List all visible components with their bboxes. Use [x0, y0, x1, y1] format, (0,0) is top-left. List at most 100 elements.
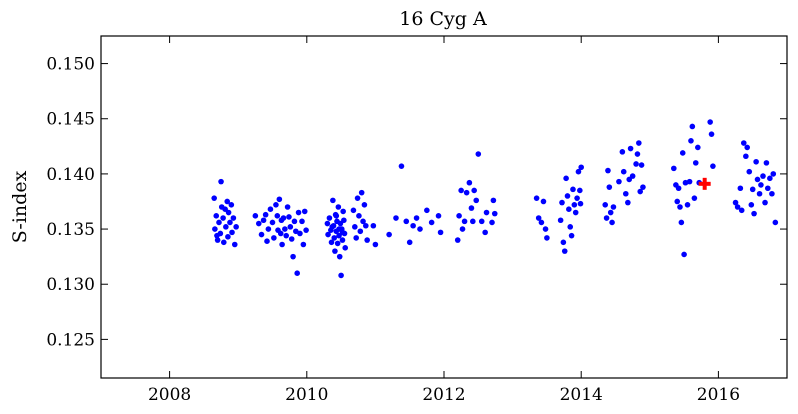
- data-point: [564, 193, 571, 199]
- data-point: [362, 222, 369, 229]
- data-point: [738, 207, 745, 214]
- data-point: [577, 187, 583, 194]
- data-point: [354, 195, 361, 201]
- data-point: [283, 232, 290, 239]
- data-point: [566, 206, 572, 213]
- data-point: [684, 201, 691, 208]
- data-point: [403, 218, 410, 225]
- data-point: [231, 241, 238, 248]
- data-point: [290, 253, 296, 260]
- data-point: [473, 197, 480, 204]
- data-point: [574, 195, 580, 201]
- data-point: [286, 214, 292, 220]
- data-point: [297, 230, 303, 237]
- data-point: [220, 239, 227, 246]
- data-point: [218, 178, 224, 185]
- x-tick-label: 2010: [285, 385, 328, 405]
- x-tick-label: 2014: [560, 385, 603, 405]
- data-point: [772, 219, 779, 226]
- data-point: [262, 211, 269, 218]
- data-point: [540, 198, 547, 205]
- y-tick-label: 0.140: [46, 165, 95, 185]
- data-point: [743, 153, 749, 160]
- data-point: [636, 140, 642, 146]
- data-point: [689, 123, 696, 130]
- data-point: [284, 204, 291, 210]
- data-point: [563, 175, 569, 182]
- data-point: [255, 220, 262, 227]
- data-point: [760, 173, 766, 179]
- data-point: [769, 190, 775, 197]
- data-point: [220, 215, 226, 221]
- data-point: [770, 171, 777, 177]
- data-point: [475, 151, 482, 157]
- data-point: [325, 231, 331, 238]
- data-point: [678, 219, 685, 226]
- data-point: [691, 195, 698, 201]
- data-point: [490, 197, 497, 204]
- data-point: [471, 187, 477, 194]
- data-point: [695, 144, 701, 151]
- data-point: [413, 215, 420, 221]
- data-point: [763, 160, 770, 166]
- data-point: [466, 179, 473, 186]
- data-point: [386, 231, 392, 238]
- data-point: [222, 206, 228, 213]
- data-point: [737, 185, 744, 192]
- data-point: [533, 195, 540, 201]
- data-point: [358, 189, 365, 196]
- data-point: [491, 210, 498, 217]
- data-point: [301, 208, 308, 215]
- data-point: [542, 226, 549, 232]
- data-point: [264, 238, 270, 244]
- data-point: [372, 241, 379, 248]
- data-point: [679, 150, 686, 156]
- data-point: [338, 272, 344, 279]
- data-point: [470, 218, 476, 225]
- y-tick-label: 0.125: [46, 330, 95, 350]
- data-point: [483, 209, 490, 216]
- data-point: [329, 224, 335, 230]
- plot-frame: [100, 35, 788, 379]
- data-point: [228, 201, 235, 208]
- data-point: [671, 165, 677, 172]
- data-point: [214, 237, 221, 243]
- data-point: [331, 235, 338, 241]
- data-point: [230, 215, 237, 221]
- data-point: [622, 190, 629, 197]
- data-point: [277, 230, 284, 237]
- data-point: [478, 218, 485, 225]
- data-point: [572, 209, 579, 216]
- data-point: [260, 217, 267, 224]
- data-point: [560, 239, 567, 246]
- data-point: [638, 162, 645, 168]
- data-point: [578, 164, 584, 171]
- data-point: [353, 235, 359, 241]
- data-point: [258, 231, 265, 238]
- data-point: [352, 224, 358, 230]
- data-point: [748, 201, 755, 208]
- data-point: [225, 233, 231, 240]
- data-point: [410, 222, 416, 229]
- data-point: [454, 237, 461, 243]
- data-point: [276, 196, 283, 203]
- data-point: [637, 188, 643, 195]
- y-axis-title: S-index: [9, 170, 31, 243]
- data-point: [686, 178, 693, 185]
- data-point: [577, 200, 584, 207]
- data-point: [681, 251, 687, 258]
- data-point: [468, 205, 475, 211]
- data-point: [428, 219, 435, 226]
- data-point: [424, 207, 430, 214]
- data-point: [707, 119, 713, 125]
- data-point: [269, 219, 276, 226]
- data-point: [692, 160, 699, 166]
- data-point: [751, 210, 757, 217]
- data-point: [732, 199, 739, 206]
- data-point: [458, 187, 464, 194]
- data-point: [616, 178, 622, 185]
- data-point: [341, 217, 347, 224]
- data-point: [677, 204, 683, 210]
- data-point: [749, 186, 756, 193]
- x-tick-label: 2008: [148, 385, 191, 405]
